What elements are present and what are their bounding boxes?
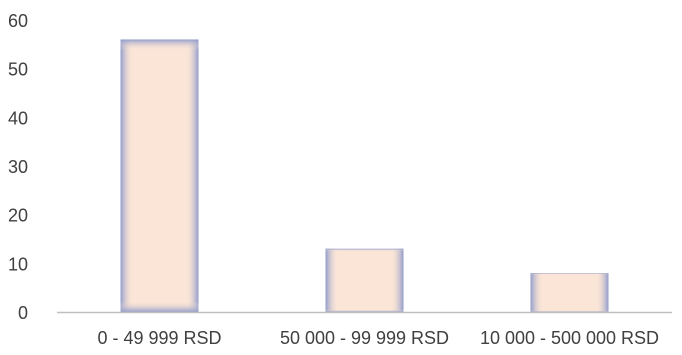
bar bbox=[120, 39, 199, 312]
x-axis-labels: 0 - 49 999 RSD 50 000 - 99 999 RSD 10 000 … bbox=[97, 328, 659, 348]
y-tick-label: 20 bbox=[8, 206, 28, 226]
y-tick-label: 60 bbox=[8, 11, 28, 31]
bar-edge-shade-vertical bbox=[325, 248, 404, 312]
x-category-label: 0 - 49 999 RSD bbox=[97, 328, 221, 348]
bar bbox=[530, 273, 609, 312]
y-tick-label: 10 bbox=[8, 254, 28, 274]
y-axis-ticks: 0 10 20 30 40 50 60 bbox=[8, 11, 28, 323]
x-category-label: 10 000 - 500 000 RSD bbox=[480, 328, 659, 348]
y-tick-label: 30 bbox=[8, 157, 28, 177]
bar-edge-shade-vertical bbox=[120, 39, 199, 312]
bar-edge-shade-vertical bbox=[530, 273, 609, 312]
y-tick-label: 0 bbox=[18, 303, 28, 323]
bars-group bbox=[120, 39, 609, 312]
y-tick-label: 50 bbox=[8, 60, 28, 80]
bar bbox=[325, 248, 404, 312]
x-category-label: 50 000 - 99 999 RSD bbox=[280, 328, 449, 348]
y-tick-label: 40 bbox=[8, 108, 28, 128]
